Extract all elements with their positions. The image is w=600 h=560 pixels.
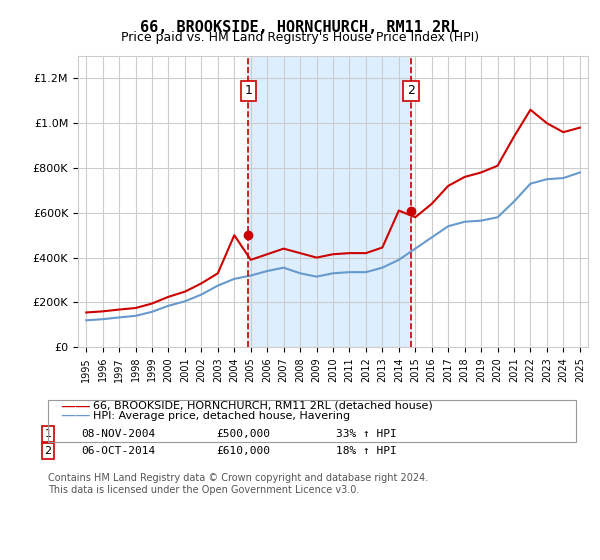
Text: 06-OCT-2014: 06-OCT-2014: [81, 446, 155, 456]
Text: £500,000: £500,000: [216, 429, 270, 439]
Text: Contains HM Land Registry data © Crown copyright and database right 2024.
This d: Contains HM Land Registry data © Crown c…: [48, 473, 428, 495]
Text: HPI: Average price, detached house, Havering: HPI: Average price, detached house, Have…: [93, 410, 350, 421]
Text: 08-NOV-2004: 08-NOV-2004: [81, 429, 155, 439]
Text: ——: ——: [60, 408, 91, 423]
Text: 33% ↑ HPI: 33% ↑ HPI: [336, 429, 397, 439]
Text: £610,000: £610,000: [216, 446, 270, 456]
Text: 2: 2: [407, 85, 415, 97]
Text: 1: 1: [244, 85, 252, 97]
Text: ——: ——: [60, 399, 91, 413]
Text: 18% ↑ HPI: 18% ↑ HPI: [336, 446, 397, 456]
Text: 66, BROOKSIDE, HORNCHURCH, RM11 2RL (detached house): 66, BROOKSIDE, HORNCHURCH, RM11 2RL (det…: [93, 401, 433, 411]
Text: 66, BROOKSIDE, HORNCHURCH, RM11 2RL: 66, BROOKSIDE, HORNCHURCH, RM11 2RL: [140, 20, 460, 35]
Text: Price paid vs. HM Land Registry's House Price Index (HPI): Price paid vs. HM Land Registry's House …: [121, 31, 479, 44]
Bar: [248, 56, 411, 347]
Text: 1: 1: [44, 429, 52, 439]
Text: 2: 2: [44, 446, 52, 456]
